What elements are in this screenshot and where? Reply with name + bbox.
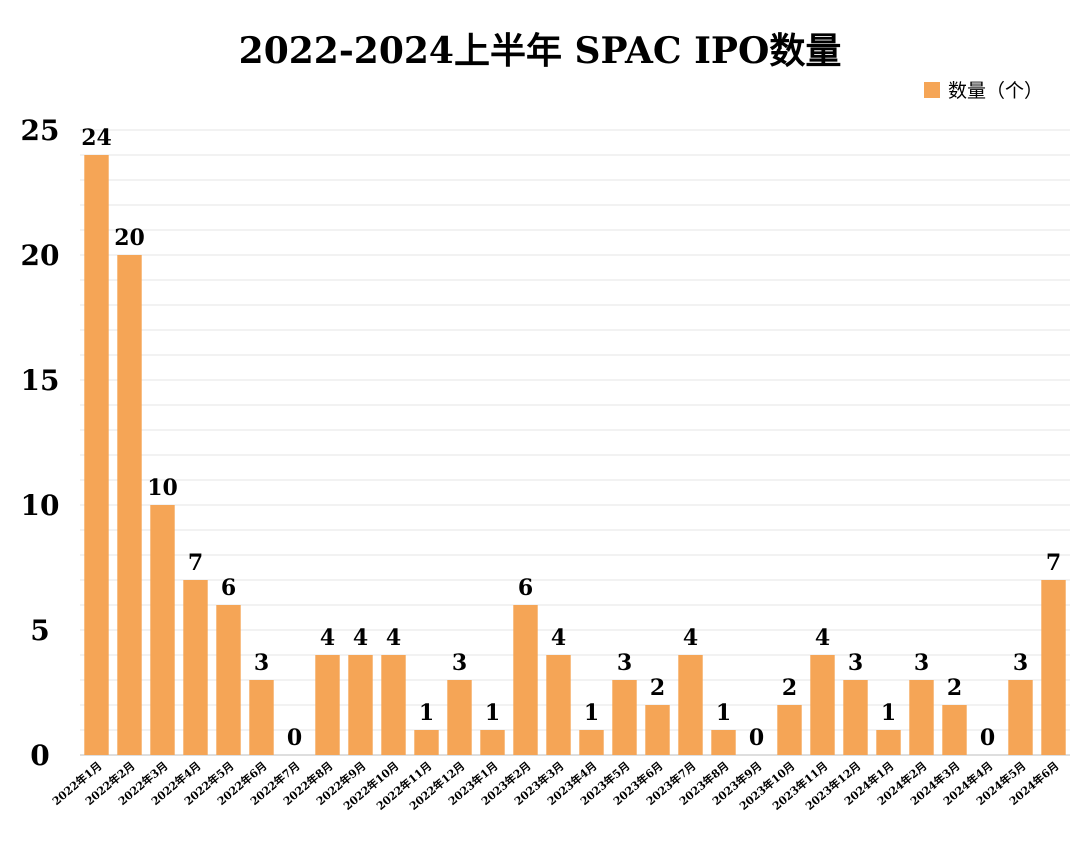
data-label: 0 — [287, 725, 302, 751]
bar — [414, 730, 439, 755]
bar — [480, 730, 505, 755]
bar — [612, 680, 637, 755]
data-label: 1 — [485, 700, 500, 726]
bar — [1008, 680, 1033, 755]
bar — [546, 655, 571, 755]
data-label: 1 — [881, 700, 896, 726]
data-label: 0 — [980, 725, 995, 751]
data-label: 1 — [419, 700, 434, 726]
data-label: 20 — [114, 225, 145, 251]
y-tick-label: 0 — [30, 739, 49, 772]
legend: 数量（个） — [924, 76, 1043, 103]
data-label: 4 — [386, 625, 401, 651]
data-label: 3 — [254, 650, 269, 676]
data-label: 3 — [914, 650, 929, 676]
data-label: 3 — [1013, 650, 1028, 676]
data-label: 2 — [782, 675, 797, 701]
data-label: 6 — [221, 575, 236, 601]
x-tick-label: 2022年12月 — [406, 759, 467, 813]
bar — [84, 155, 109, 755]
data-label: 10 — [147, 475, 178, 501]
bar — [711, 730, 736, 755]
data-label: 7 — [1046, 550, 1061, 576]
chart-title: 2022-2024上半年 SPAC IPO数量 — [238, 30, 842, 72]
bar — [216, 605, 241, 755]
bar — [876, 730, 901, 755]
data-label: 1 — [584, 700, 599, 726]
data-label: 3 — [848, 650, 863, 676]
y-tick-label: 5 — [30, 614, 49, 647]
data-label: 24 — [81, 125, 112, 151]
bar — [513, 605, 538, 755]
bar — [579, 730, 604, 755]
data-label: 4 — [320, 625, 335, 651]
legend-swatch — [924, 81, 940, 98]
data-label: 2 — [947, 675, 962, 701]
y-tick-label: 15 — [21, 364, 60, 397]
bar — [150, 505, 175, 755]
bar — [810, 655, 835, 755]
data-label: 4 — [815, 625, 830, 651]
x-tick-label: 2023年11月 — [769, 759, 830, 813]
y-tick-label: 25 — [21, 114, 60, 147]
bar — [315, 655, 340, 755]
bar — [909, 680, 934, 755]
bar — [447, 680, 472, 755]
x-tick-label: 2022年10月 — [340, 759, 401, 813]
bar — [348, 655, 373, 755]
data-label: 0 — [749, 725, 764, 751]
bar — [942, 705, 967, 755]
data-label: 6 — [518, 575, 533, 601]
data-label: 4 — [683, 625, 698, 651]
bar — [117, 255, 142, 755]
bar — [777, 705, 802, 755]
bar — [678, 655, 703, 755]
data-label: 1 — [716, 700, 731, 726]
data-label: 2 — [650, 675, 665, 701]
y-tick-label: 20 — [21, 239, 60, 272]
bar — [843, 680, 868, 755]
bar — [381, 655, 406, 755]
x-tick-label: 2023年10月 — [736, 759, 797, 813]
x-tick-label: 2022年11月 — [373, 759, 434, 813]
bar — [645, 705, 670, 755]
data-label: 4 — [353, 625, 368, 651]
bar — [183, 580, 208, 755]
data-label: 3 — [452, 650, 467, 676]
legend-label: 数量（个） — [948, 80, 1044, 102]
bar — [1041, 580, 1066, 755]
x-tick-label: 2023年12月 — [802, 759, 863, 813]
y-tick-label: 10 — [21, 489, 60, 522]
bar — [249, 680, 274, 755]
data-label: 4 — [551, 625, 566, 651]
data-label: 7 — [188, 550, 203, 576]
data-label: 3 — [617, 650, 632, 676]
